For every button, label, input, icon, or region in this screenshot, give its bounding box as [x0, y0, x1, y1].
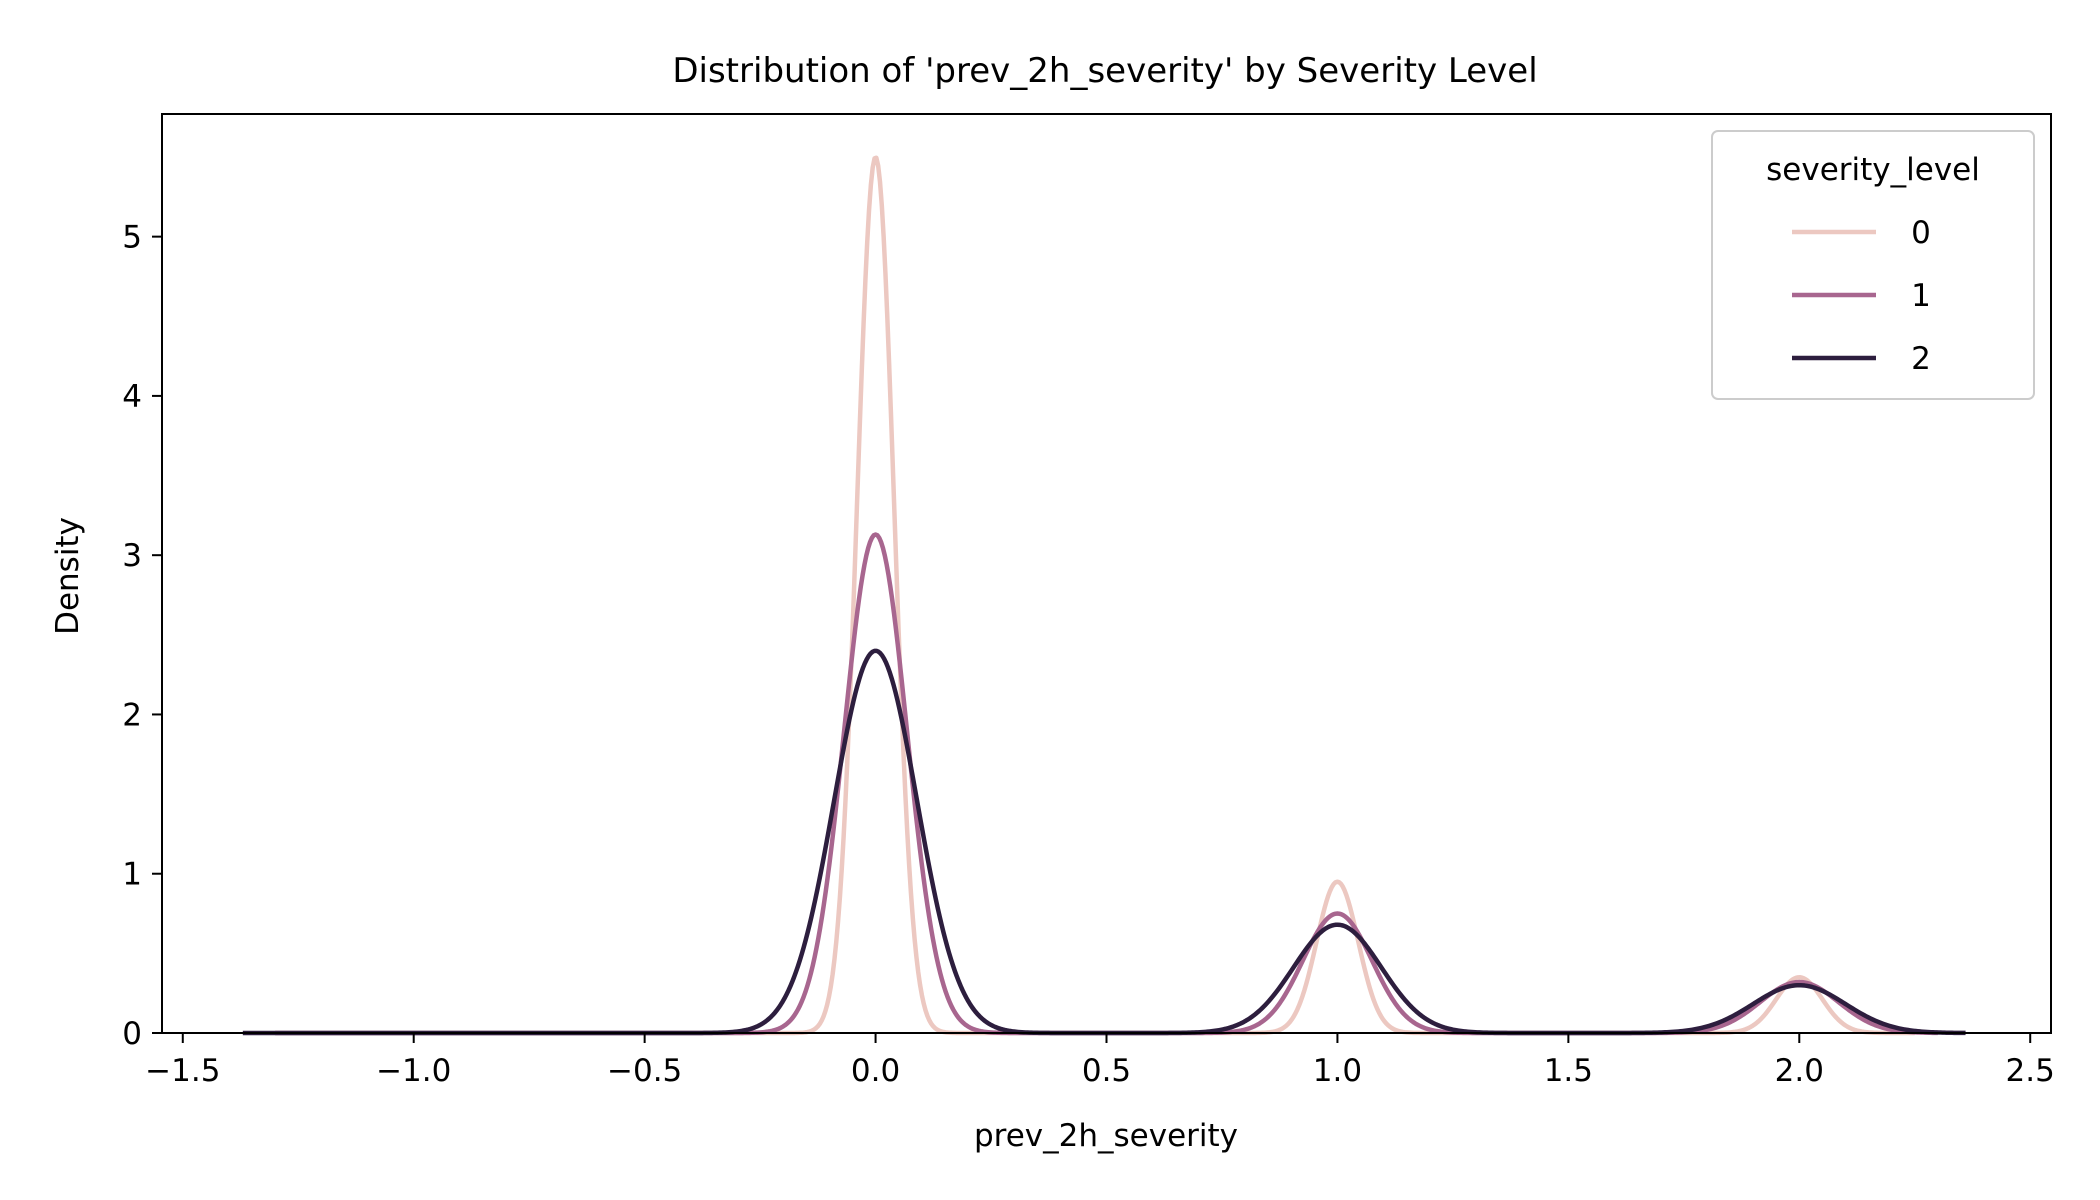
y-tick-label: 4	[122, 379, 142, 415]
legend-title: severity_level	[1766, 152, 1980, 188]
series-layer	[242, 155, 1966, 1036]
x-tick-label: −1.5	[145, 1053, 220, 1089]
density-line-severity-0	[274, 155, 1916, 1036]
x-axis-label: prev_2h_severity	[974, 1118, 1238, 1154]
legend-label-severity-0: 0	[1911, 215, 1931, 251]
chart-title: Distribution of 'prev_2h_severity' by Se…	[672, 51, 1537, 91]
legend: severity_level 0 1 2	[1711, 130, 2035, 400]
x-tick-label: −1.0	[376, 1053, 451, 1089]
legend-items: 0 1 2	[1792, 215, 1931, 377]
density-line-severity-2	[242, 648, 1966, 1036]
x-tick-label: 0.0	[851, 1053, 900, 1089]
x-axis: −1.5 −1.0 −0.5 0.0 0.5 1.0 1.5 2.0 2.5	[145, 1033, 2055, 1089]
legend-box	[1711, 130, 2035, 400]
legend-label-severity-2: 2	[1911, 341, 1931, 377]
y-tick-label: 1	[122, 857, 142, 893]
y-tick-label: 5	[122, 220, 142, 256]
density-line-severity-1	[274, 532, 1939, 1036]
legend-label-severity-1: 1	[1911, 278, 1931, 314]
y-axis-label: Density	[50, 517, 86, 635]
y-tick-label: 2	[122, 697, 142, 733]
y-tick-label: 0	[122, 1016, 142, 1052]
y-axis: 0 1 2 3 4 5	[122, 220, 162, 1052]
x-tick-label: 0.5	[1082, 1053, 1131, 1089]
x-tick-label: 1.5	[1544, 1053, 1593, 1089]
x-tick-label: −0.5	[607, 1053, 682, 1089]
x-tick-label: 2.0	[1775, 1053, 1824, 1089]
x-tick-label: 2.5	[2006, 1053, 2055, 1089]
x-tick-label: 1.0	[1313, 1053, 1362, 1089]
y-tick-label: 3	[122, 538, 142, 574]
